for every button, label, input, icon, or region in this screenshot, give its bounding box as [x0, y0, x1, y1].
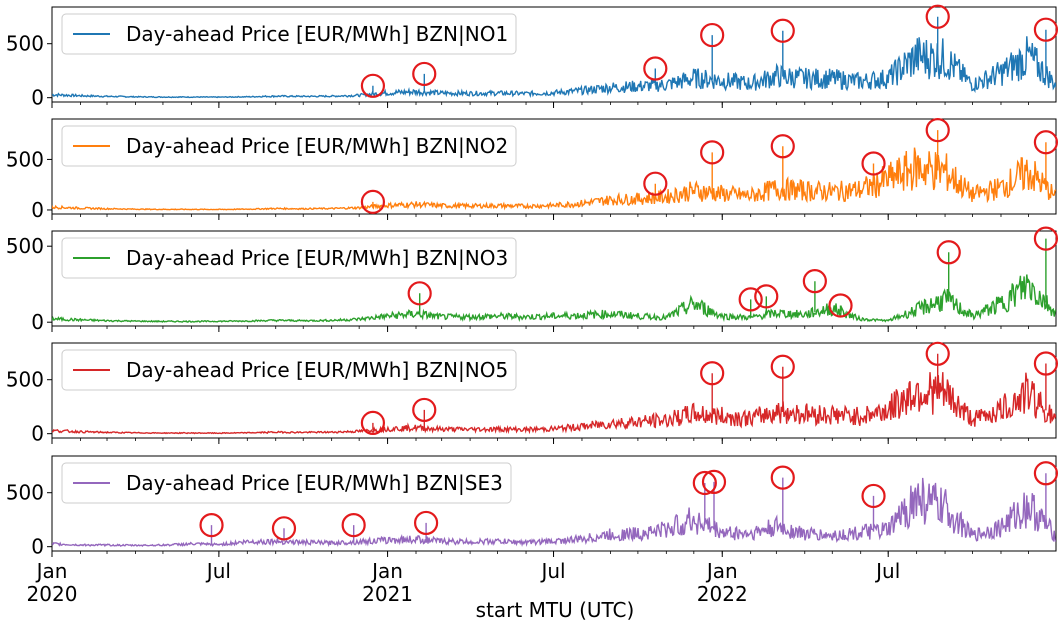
peak-marker: [360, 189, 386, 214]
legend-box: [61, 462, 512, 504]
peak-marker: [925, 4, 950, 29]
x-tick-year-label: 2022: [697, 582, 748, 606]
legend-box: [61, 125, 517, 167]
panel-1: 0 500 Day-ahead Price [EUR/MWh] BZN|NO1: [6, 4, 1059, 110]
legend-label: Day-ahead Price [EUR/MWh] BZN|NO3: [126, 246, 508, 270]
x-tick-year-label: 2021: [362, 582, 413, 606]
peak-marker: [1033, 351, 1059, 376]
peak-marker: [802, 269, 827, 294]
y-tick-label: 0: [31, 310, 44, 334]
legend-box: [61, 349, 517, 391]
panel-3: 0 500 Day-ahead Price [EUR/MWh] BZN|NO3: [6, 226, 1059, 334]
panel-4: 0 500 Day-ahead Price [EUR/MWh] BZN|NO5: [6, 341, 1059, 446]
legend-label: Day-ahead Price [EUR/MWh] BZN|NO1: [126, 22, 508, 46]
x-tick-label: Jul: [874, 559, 900, 583]
peak-marker: [1033, 17, 1059, 42]
y-tick-label: 500: [6, 234, 44, 258]
y-tick-label: 0: [31, 422, 44, 446]
peak-marker: [1033, 130, 1059, 155]
x-tick-label: Jan: [35, 559, 68, 583]
y-tick-label: 0: [31, 535, 44, 559]
peak-marker: [770, 18, 795, 43]
peak-marker: [861, 151, 886, 176]
y-tick-label: 500: [6, 368, 44, 392]
peak-marker: [700, 361, 725, 386]
panel-2: 0 500 Day-ahead Price [EUR/MWh] BZN|NO2: [6, 118, 1059, 222]
series-line: [52, 353, 1056, 435]
peak-marker: [700, 140, 725, 165]
peak-marker: [360, 73, 386, 98]
x-tick-label: Jan: [370, 559, 403, 583]
y-tick-label: 500: [6, 147, 44, 171]
peak-marker: [643, 56, 668, 81]
y-tick-label: 0: [31, 198, 44, 222]
peak-marker: [1033, 226, 1059, 251]
peak-marker: [643, 171, 668, 196]
series-line: [52, 473, 1056, 548]
peak-marker: [770, 134, 795, 159]
series-line: [52, 16, 1056, 99]
legend: Day-ahead Price [EUR/MWh] BZN|NO2: [61, 125, 517, 167]
y-tick-label: 500: [6, 481, 44, 505]
peak-marker: [936, 240, 961, 265]
y-tick-label: 500: [6, 32, 44, 56]
peak-marker: [341, 512, 366, 538]
peak-marker: [360, 410, 386, 435]
panel-5: 0 500 Day-ahead Price [EUR/MWh] BZN|SE3: [6, 455, 1059, 559]
y-tick-label: 0: [31, 86, 44, 110]
peak-marker: [692, 470, 717, 496]
legend-label: Day-ahead Price [EUR/MWh] BZN|NO5: [126, 358, 508, 382]
x-axis-label: start MTU (UTC): [476, 598, 635, 622]
peak-marker: [738, 287, 763, 312]
peak-marker: [700, 22, 725, 48]
legend-box: [61, 237, 517, 279]
peak-marker: [407, 281, 432, 306]
peak-marker: [754, 284, 779, 309]
x-tick-label: Jul: [539, 559, 565, 583]
peak-marker: [412, 397, 437, 423]
x-tick-label: Jan: [705, 559, 738, 583]
peak-marker: [199, 512, 224, 538]
x-tick-year-label: 2020: [27, 582, 78, 606]
peak-marker: [1033, 461, 1059, 486]
legend: Day-ahead Price [EUR/MWh] BZN|NO5: [61, 349, 517, 391]
legend: Day-ahead Price [EUR/MWh] BZN|NO3: [61, 237, 517, 279]
peak-marker: [701, 469, 727, 495]
panels: 0 500 Day-ahead Price [EUR/MWh] BZN|NO1 0 50…: [6, 4, 1059, 559]
peak-marker: [412, 61, 437, 87]
legend-box: [61, 13, 517, 55]
legend: Day-ahead Price [EUR/MWh] BZN|NO1: [61, 13, 517, 55]
peak-marker: [861, 483, 886, 509]
peak-marker: [413, 510, 439, 536]
legend: Day-ahead Price [EUR/MWh] BZN|SE3: [61, 462, 512, 504]
peak-marker: [925, 118, 950, 143]
peak-marker: [770, 354, 795, 379]
peak-marker: [770, 465, 795, 490]
legend-label: Day-ahead Price [EUR/MWh] BZN|NO2: [126, 134, 508, 158]
peak-marker: [828, 293, 853, 318]
x-tick-label: Jul: [205, 559, 231, 583]
peak-marker: [925, 341, 950, 366]
legend-label: Day-ahead Price [EUR/MWh] BZN|SE3: [126, 471, 503, 495]
peak-marker: [271, 516, 297, 541]
